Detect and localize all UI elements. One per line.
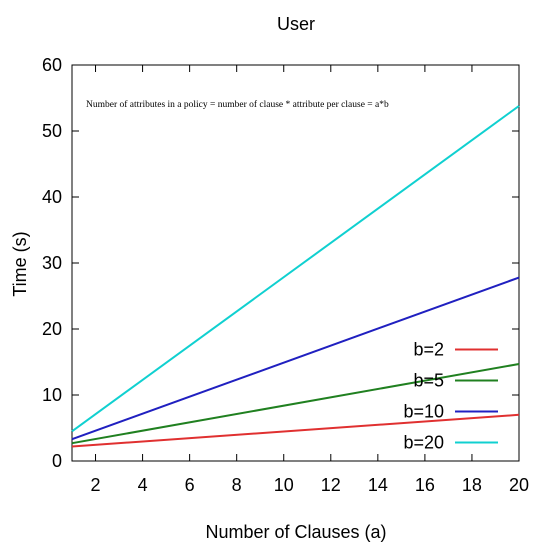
x-tick-label: 10: [274, 475, 294, 495]
x-tick-label: 12: [321, 475, 341, 495]
x-tick-label: 6: [185, 475, 195, 495]
axis-ticks: 2 4 6 8 10 12 14 16 18 20 0 10 20 30 40 50 60: [42, 55, 529, 495]
plot-area-frame: [71, 64, 520, 462]
x-tick-label: 4: [138, 475, 148, 495]
legend: b=2 b=5 b=10 b=20: [403, 339, 498, 453]
series-line-b-2: [71, 413, 520, 448]
series-lines: [71, 105, 520, 448]
x-tick-label: 20: [509, 475, 529, 495]
legend-label: b=20: [403, 433, 444, 453]
series-line-b-10: [71, 276, 520, 441]
legend-label: b=10: [403, 402, 444, 422]
chart-title: User: [277, 14, 315, 34]
y-axis-label: Time (s): [10, 231, 30, 296]
legend-label: b=5: [413, 370, 444, 390]
x-tick-label: 14: [368, 475, 388, 495]
series-line-b-20: [71, 105, 520, 433]
y-tick-label: 30: [42, 253, 62, 273]
y-tick-label: 50: [42, 121, 62, 141]
y-tick-label: 10: [42, 385, 62, 405]
x-tick-label: 16: [415, 475, 435, 495]
y-tick-label: 20: [42, 319, 62, 339]
y-tick-label: 0: [52, 451, 62, 471]
legend-label: b=2: [413, 339, 444, 359]
y-tick-label: 60: [42, 55, 62, 75]
x-tick-label: 18: [462, 475, 482, 495]
x-tick-label: 2: [91, 475, 101, 495]
y-tick-label: 40: [42, 187, 62, 207]
x-tick-label: 8: [232, 475, 242, 495]
x-axis-label: Number of Clauses (a): [205, 522, 386, 542]
series-line-b-5: [71, 362, 520, 445]
chart-annotation: Number of attributes in a policy = numbe…: [86, 99, 389, 110]
